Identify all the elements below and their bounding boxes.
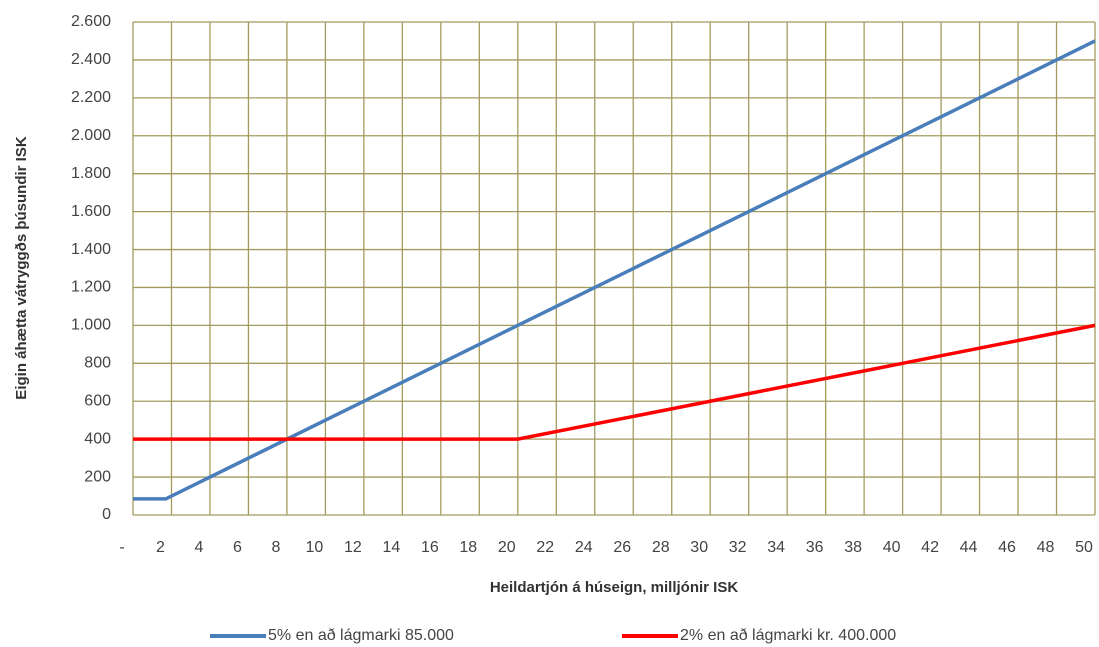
x-tick-label: 22: [536, 539, 554, 556]
x-tick-label: 48: [1037, 539, 1055, 556]
x-tick-label: 40: [883, 539, 901, 556]
x-tick-label: 26: [613, 539, 631, 556]
x-tick-label: 30: [690, 539, 708, 556]
y-tick-label: 2.600: [71, 13, 111, 30]
legend-label: 5% en að lágmarki 85.000: [268, 627, 454, 644]
x-tick-label: -: [119, 539, 124, 556]
x-tick-label: 34: [767, 539, 785, 556]
y-tick-label: 2.000: [71, 127, 111, 144]
x-tick-label: 38: [844, 539, 862, 556]
x-tick-label: 18: [459, 539, 477, 556]
y-tick-label: 600: [84, 392, 111, 409]
x-tick-label: 44: [960, 539, 978, 556]
y-tick-label: 1.200: [71, 279, 111, 296]
y-tick-label: 1.600: [71, 203, 111, 220]
x-tick-label: 16: [421, 539, 439, 556]
y-axis-title: Eigin áhætta vátryggðs þúsundir ISK: [13, 136, 30, 400]
x-tick-label: 14: [382, 539, 400, 556]
y-tick-label: 1.800: [71, 165, 111, 182]
data-line: [133, 323, 1096, 441]
x-tick-label: 32: [729, 539, 747, 556]
x-tick-label: 12: [344, 539, 362, 556]
x-tick-label: 4: [195, 539, 204, 556]
y-tick-label: 0: [102, 506, 111, 523]
x-tick-label: 50: [1075, 539, 1093, 556]
x-tick-label: 42: [921, 539, 939, 556]
x-tick-label: 8: [271, 539, 280, 556]
y-tick-label: 400: [84, 430, 111, 447]
y-tick-label: 1.000: [71, 317, 111, 334]
x-tick-label: 6: [233, 539, 242, 556]
data-line: [133, 39, 1096, 501]
y-tick-label: 800: [84, 355, 111, 372]
x-tick-label: 10: [306, 539, 324, 556]
y-tick-label: 1.400: [71, 241, 111, 258]
y-tick-label: 2.400: [71, 51, 111, 68]
x-axis-title: Heildartjón á húseign, milljónir ISK: [490, 579, 739, 596]
x-tick-label: 36: [806, 539, 824, 556]
legend-label: 2% en að lágmarki kr. 400.000: [680, 627, 896, 644]
y-tick-label: 2.200: [71, 89, 111, 106]
x-tick-label: 28: [652, 539, 670, 556]
x-tick-label: 2: [156, 539, 165, 556]
x-tick-label: 24: [575, 539, 593, 556]
x-tick-label: 46: [998, 539, 1016, 556]
y-tick-label: 200: [84, 468, 111, 485]
x-tick-label: 20: [498, 539, 516, 556]
